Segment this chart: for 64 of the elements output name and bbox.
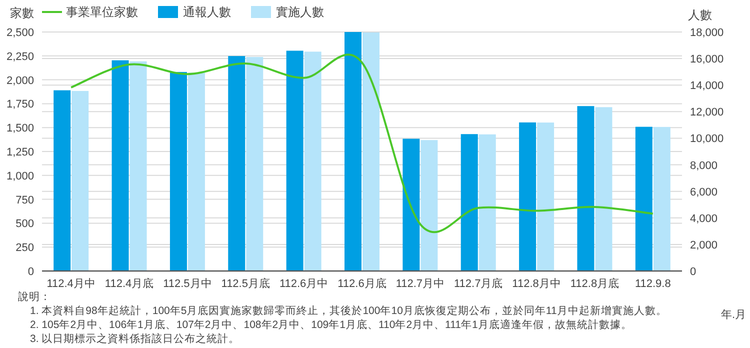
bar bbox=[54, 90, 71, 271]
y2-tick-label: 4,000 bbox=[690, 212, 718, 225]
y-tick-label: 1,500 bbox=[6, 122, 34, 135]
bar bbox=[362, 32, 380, 271]
y2-axis-title: 人數 bbox=[688, 8, 712, 22]
bar bbox=[112, 60, 129, 271]
bar bbox=[286, 50, 304, 271]
x-tick-label: 112.6月底 bbox=[338, 277, 386, 290]
text: 1. 本資料自98年起統計，100年5月底因實施家數歸零而終止，其後於100年10月底恢復定期公布，並於同年11月中起新增實施人數。 bbox=[30, 304, 667, 317]
bar bbox=[72, 90, 89, 271]
y2-tick-label: 8,000 bbox=[690, 160, 718, 172]
y-tick-label: 250 bbox=[16, 242, 34, 254]
text: 2. 105年2月中、106年1月底、107年2月中、108年2月中、109年1月底、110年2月中、111年1月底適逢年假，故無統計數據。 bbox=[30, 318, 632, 331]
bar bbox=[402, 138, 420, 271]
bar bbox=[344, 32, 362, 271]
x-tick-label: 112.7月底 bbox=[454, 277, 503, 290]
bar bbox=[130, 61, 147, 271]
y2-tick-label: 12,000 bbox=[690, 106, 724, 119]
bar bbox=[577, 106, 594, 271]
y2-tick-label: 18,000 bbox=[690, 27, 724, 39]
y2-tick-label: 10,000 bbox=[690, 133, 724, 146]
bar bbox=[246, 56, 264, 271]
bar bbox=[653, 126, 670, 271]
y-tick-label: 1,250 bbox=[6, 146, 34, 158]
bar bbox=[188, 72, 205, 271]
y-tick-label: 500 bbox=[16, 218, 34, 230]
x-tick-label: 112.5月中 bbox=[163, 277, 212, 290]
x-tick-label: 112.4月中 bbox=[46, 277, 96, 290]
bar bbox=[228, 56, 246, 271]
y-tick-label: 2,250 bbox=[6, 50, 34, 63]
bar bbox=[519, 122, 536, 271]
x-tick-label: 112.8月中 bbox=[512, 277, 561, 290]
x-tick-label: 112.6月中 bbox=[279, 277, 328, 290]
bar bbox=[304, 52, 322, 271]
legend-label: 事業單位家數 bbox=[66, 5, 138, 19]
y-tick-label: 750 bbox=[16, 194, 34, 206]
text: 3. 以日期標示之資料係指該日公布之統計。 bbox=[30, 332, 240, 345]
bar bbox=[537, 122, 554, 271]
bar bbox=[420, 140, 438, 271]
bar bbox=[595, 107, 612, 271]
y-tick-label: 2,500 bbox=[6, 27, 34, 39]
y-tick-label: 2,000 bbox=[6, 74, 34, 87]
text: 說明： bbox=[18, 290, 51, 303]
y-axis-title: 家數 bbox=[10, 6, 34, 20]
y-tick-label: 0 bbox=[28, 266, 34, 278]
legend-label: 實施人數 bbox=[276, 5, 324, 19]
y2-tick-label: 16,000 bbox=[690, 54, 724, 66]
x-tick-label: 112.8月底 bbox=[570, 277, 620, 290]
x-tick-label: 112.5月底 bbox=[221, 277, 270, 290]
x-tick-label: 112.9.8 bbox=[634, 278, 671, 290]
bar bbox=[460, 134, 478, 271]
bar bbox=[635, 126, 652, 271]
y2-tick-label: 6,000 bbox=[690, 186, 718, 198]
bar bbox=[170, 72, 187, 271]
y-tick-label: 1,750 bbox=[6, 98, 34, 111]
x-tick-label: 112.4月底 bbox=[104, 277, 154, 290]
legend-label: 通報人數 bbox=[183, 5, 231, 19]
y2-tick-label: 2,000 bbox=[690, 239, 718, 252]
y2-tick-label: 14,000 bbox=[690, 80, 724, 92]
x-tick-label: 112.7月中 bbox=[396, 277, 445, 290]
bar bbox=[478, 134, 496, 271]
x-axis-title: 年.月 bbox=[720, 309, 746, 321]
y-tick-label: 1,000 bbox=[6, 170, 34, 182]
y2-tick-label: 0 bbox=[690, 266, 696, 278]
